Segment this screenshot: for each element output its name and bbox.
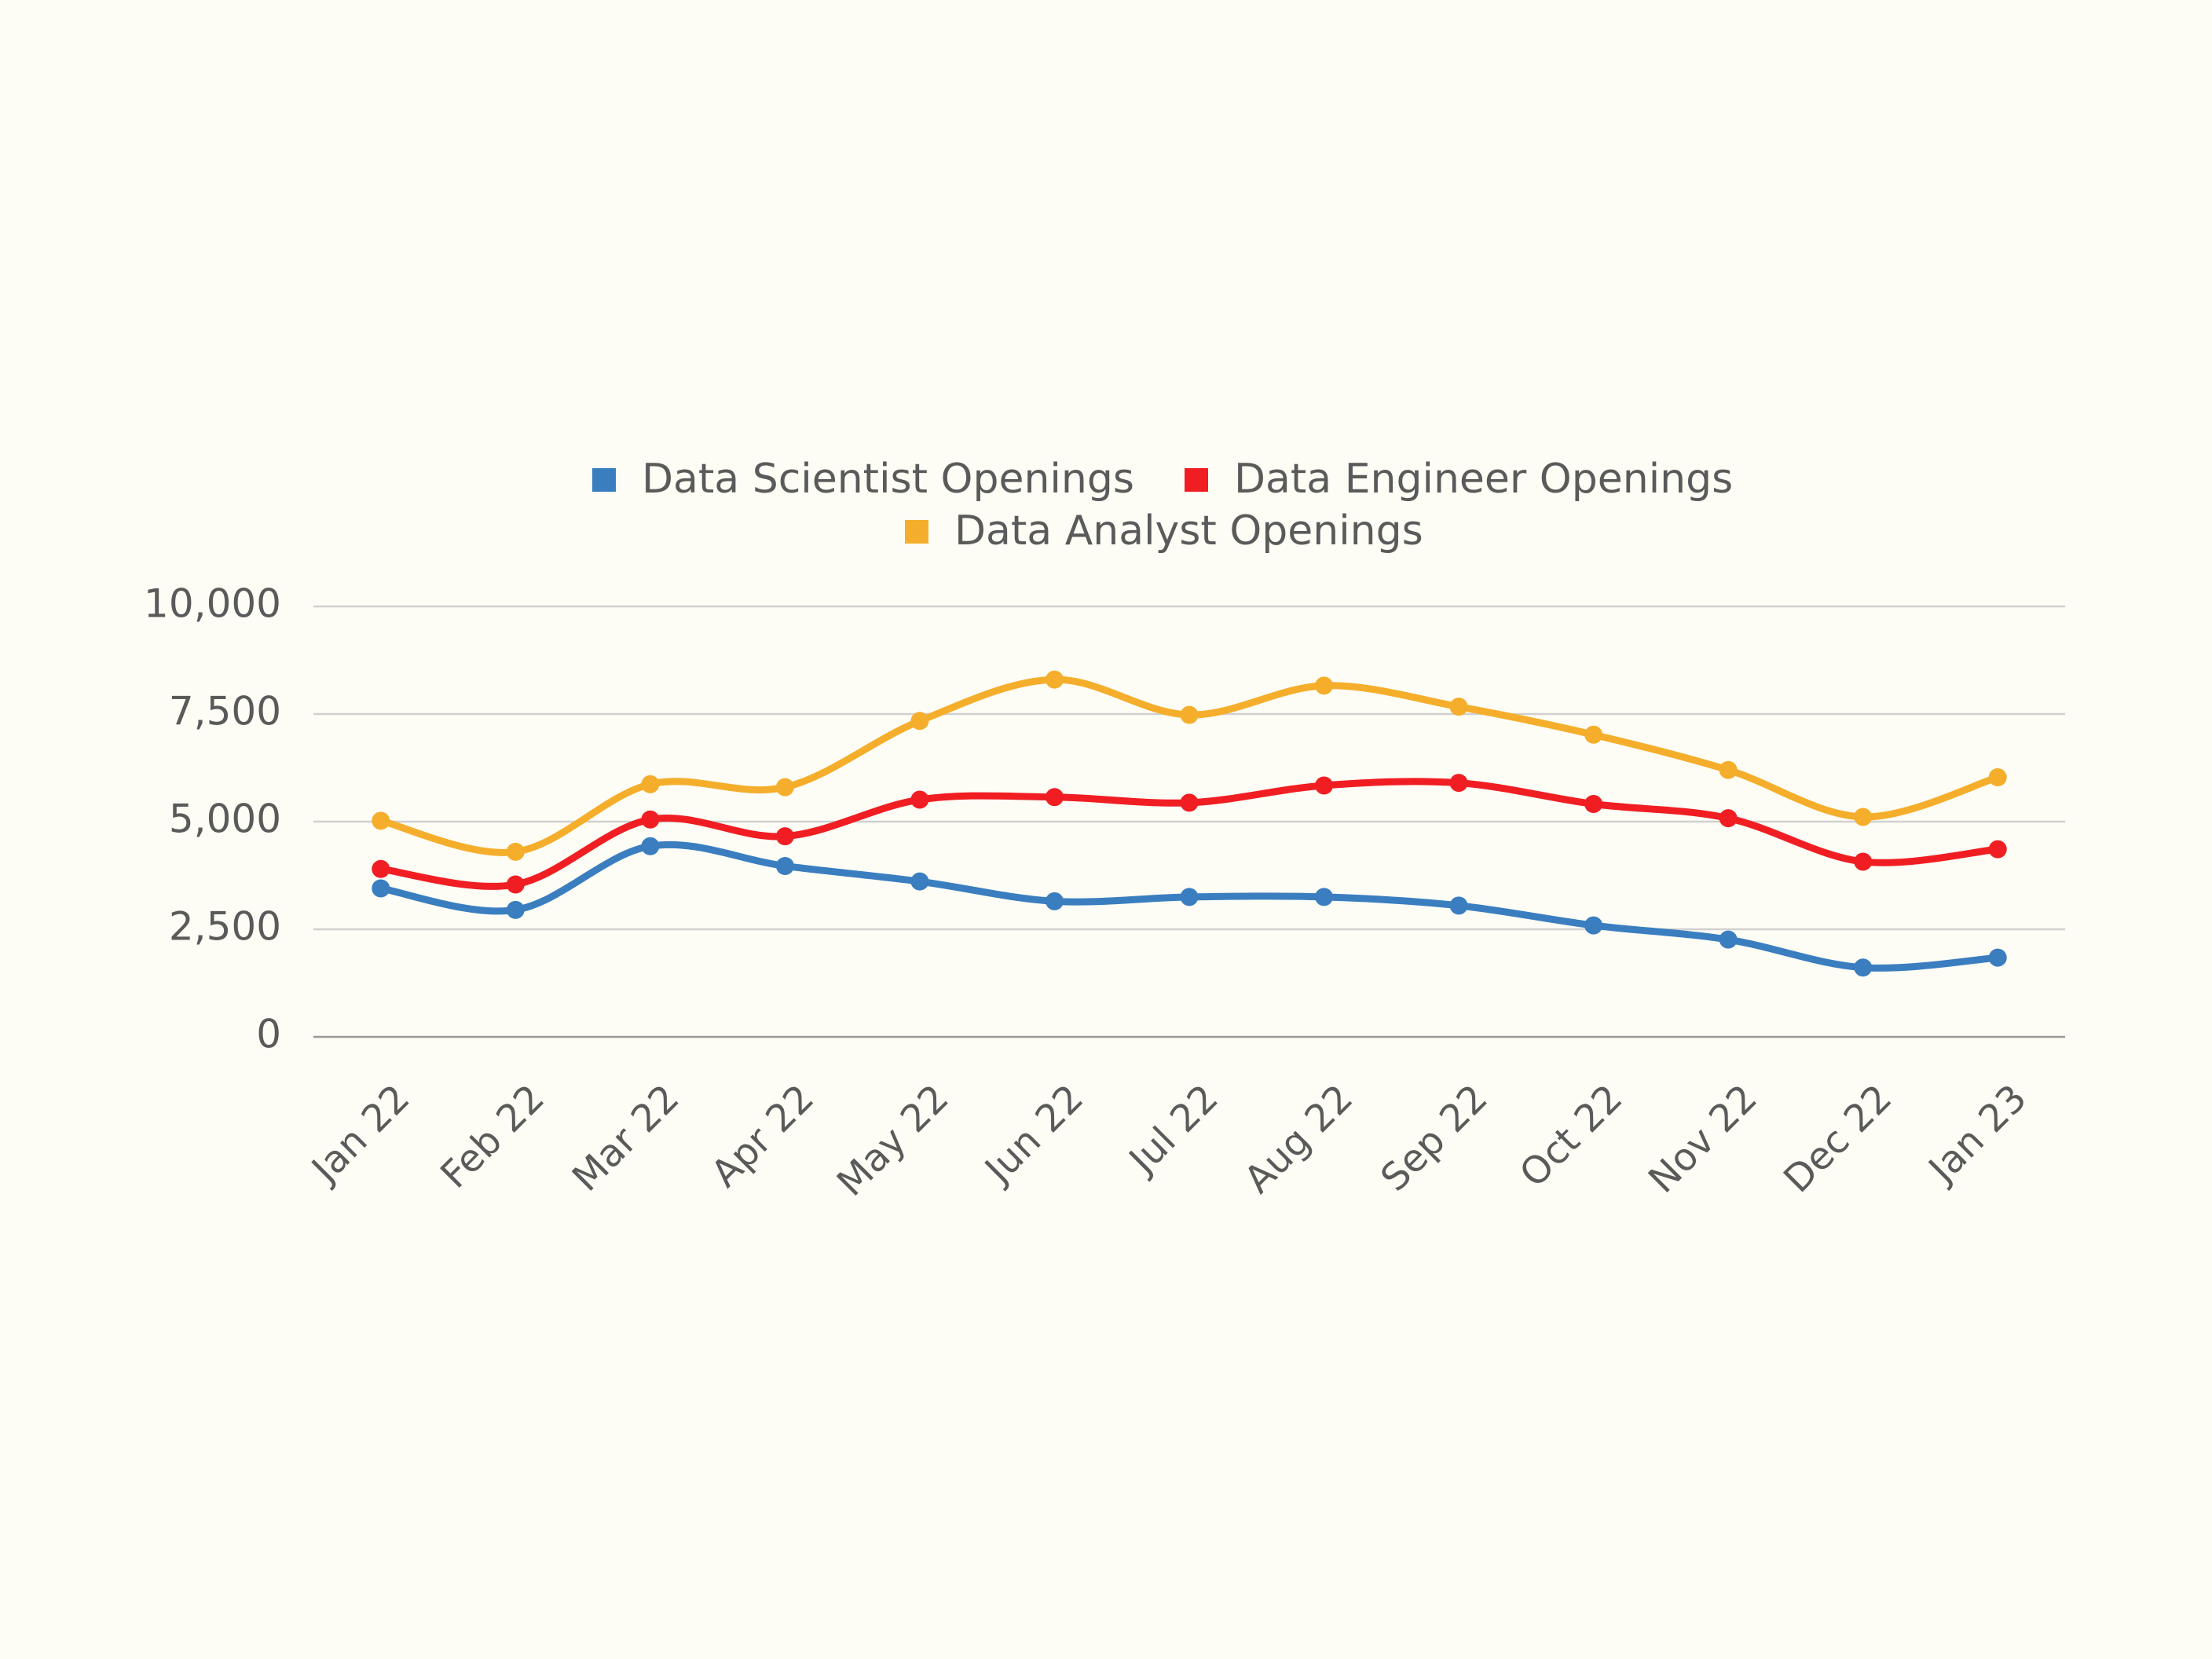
data-point (775, 856, 794, 875)
data-point (1988, 948, 2007, 967)
data-point (506, 875, 525, 894)
data-point (372, 879, 390, 898)
data-point (1045, 670, 1064, 689)
data-point (1988, 768, 2007, 787)
data-point (506, 842, 525, 861)
data-point (1045, 892, 1064, 910)
y-tick-label: 0 (256, 1012, 281, 1057)
data-point (1315, 888, 1334, 906)
data-point (1315, 776, 1334, 795)
legend-swatch (592, 468, 616, 492)
data-point (1449, 896, 1468, 915)
data-point (1449, 698, 1468, 716)
data-point (1180, 888, 1199, 906)
data-point (910, 712, 929, 731)
legend-label: Data Analyst Openings (954, 507, 1423, 555)
legend-swatch (1185, 468, 1208, 492)
data-point (910, 790, 929, 809)
data-point (1584, 916, 1603, 935)
data-point (1854, 852, 1873, 871)
data-point (641, 837, 660, 855)
data-point (1988, 840, 2007, 859)
data-point (1180, 793, 1199, 812)
data-point (1180, 705, 1199, 724)
data-point (641, 810, 660, 829)
data-point (1315, 676, 1334, 695)
y-tick-label: 7,500 (169, 689, 281, 734)
data-point (775, 778, 794, 797)
data-point (1449, 774, 1468, 793)
data-point (641, 775, 660, 793)
data-point (775, 827, 794, 846)
data-point (506, 900, 525, 919)
data-point (1584, 795, 1603, 814)
y-tick-label: 2,500 (169, 904, 281, 950)
data-point (372, 811, 390, 830)
legend-label: Data Engineer Openings (1234, 456, 1733, 503)
legend-label: Data Scientist Openings (642, 456, 1134, 503)
data-point (1719, 760, 1738, 779)
data-point (1584, 725, 1603, 744)
data-point (1045, 788, 1064, 807)
data-point (1719, 809, 1738, 828)
data-point (372, 859, 390, 878)
y-tick-label: 10,000 (144, 581, 281, 627)
data-point (1854, 808, 1873, 826)
y-tick-label: 5,000 (169, 797, 281, 842)
data-point (910, 872, 929, 891)
data-point (1854, 958, 1873, 977)
data-point (1719, 930, 1738, 949)
legend-swatch (905, 520, 928, 544)
